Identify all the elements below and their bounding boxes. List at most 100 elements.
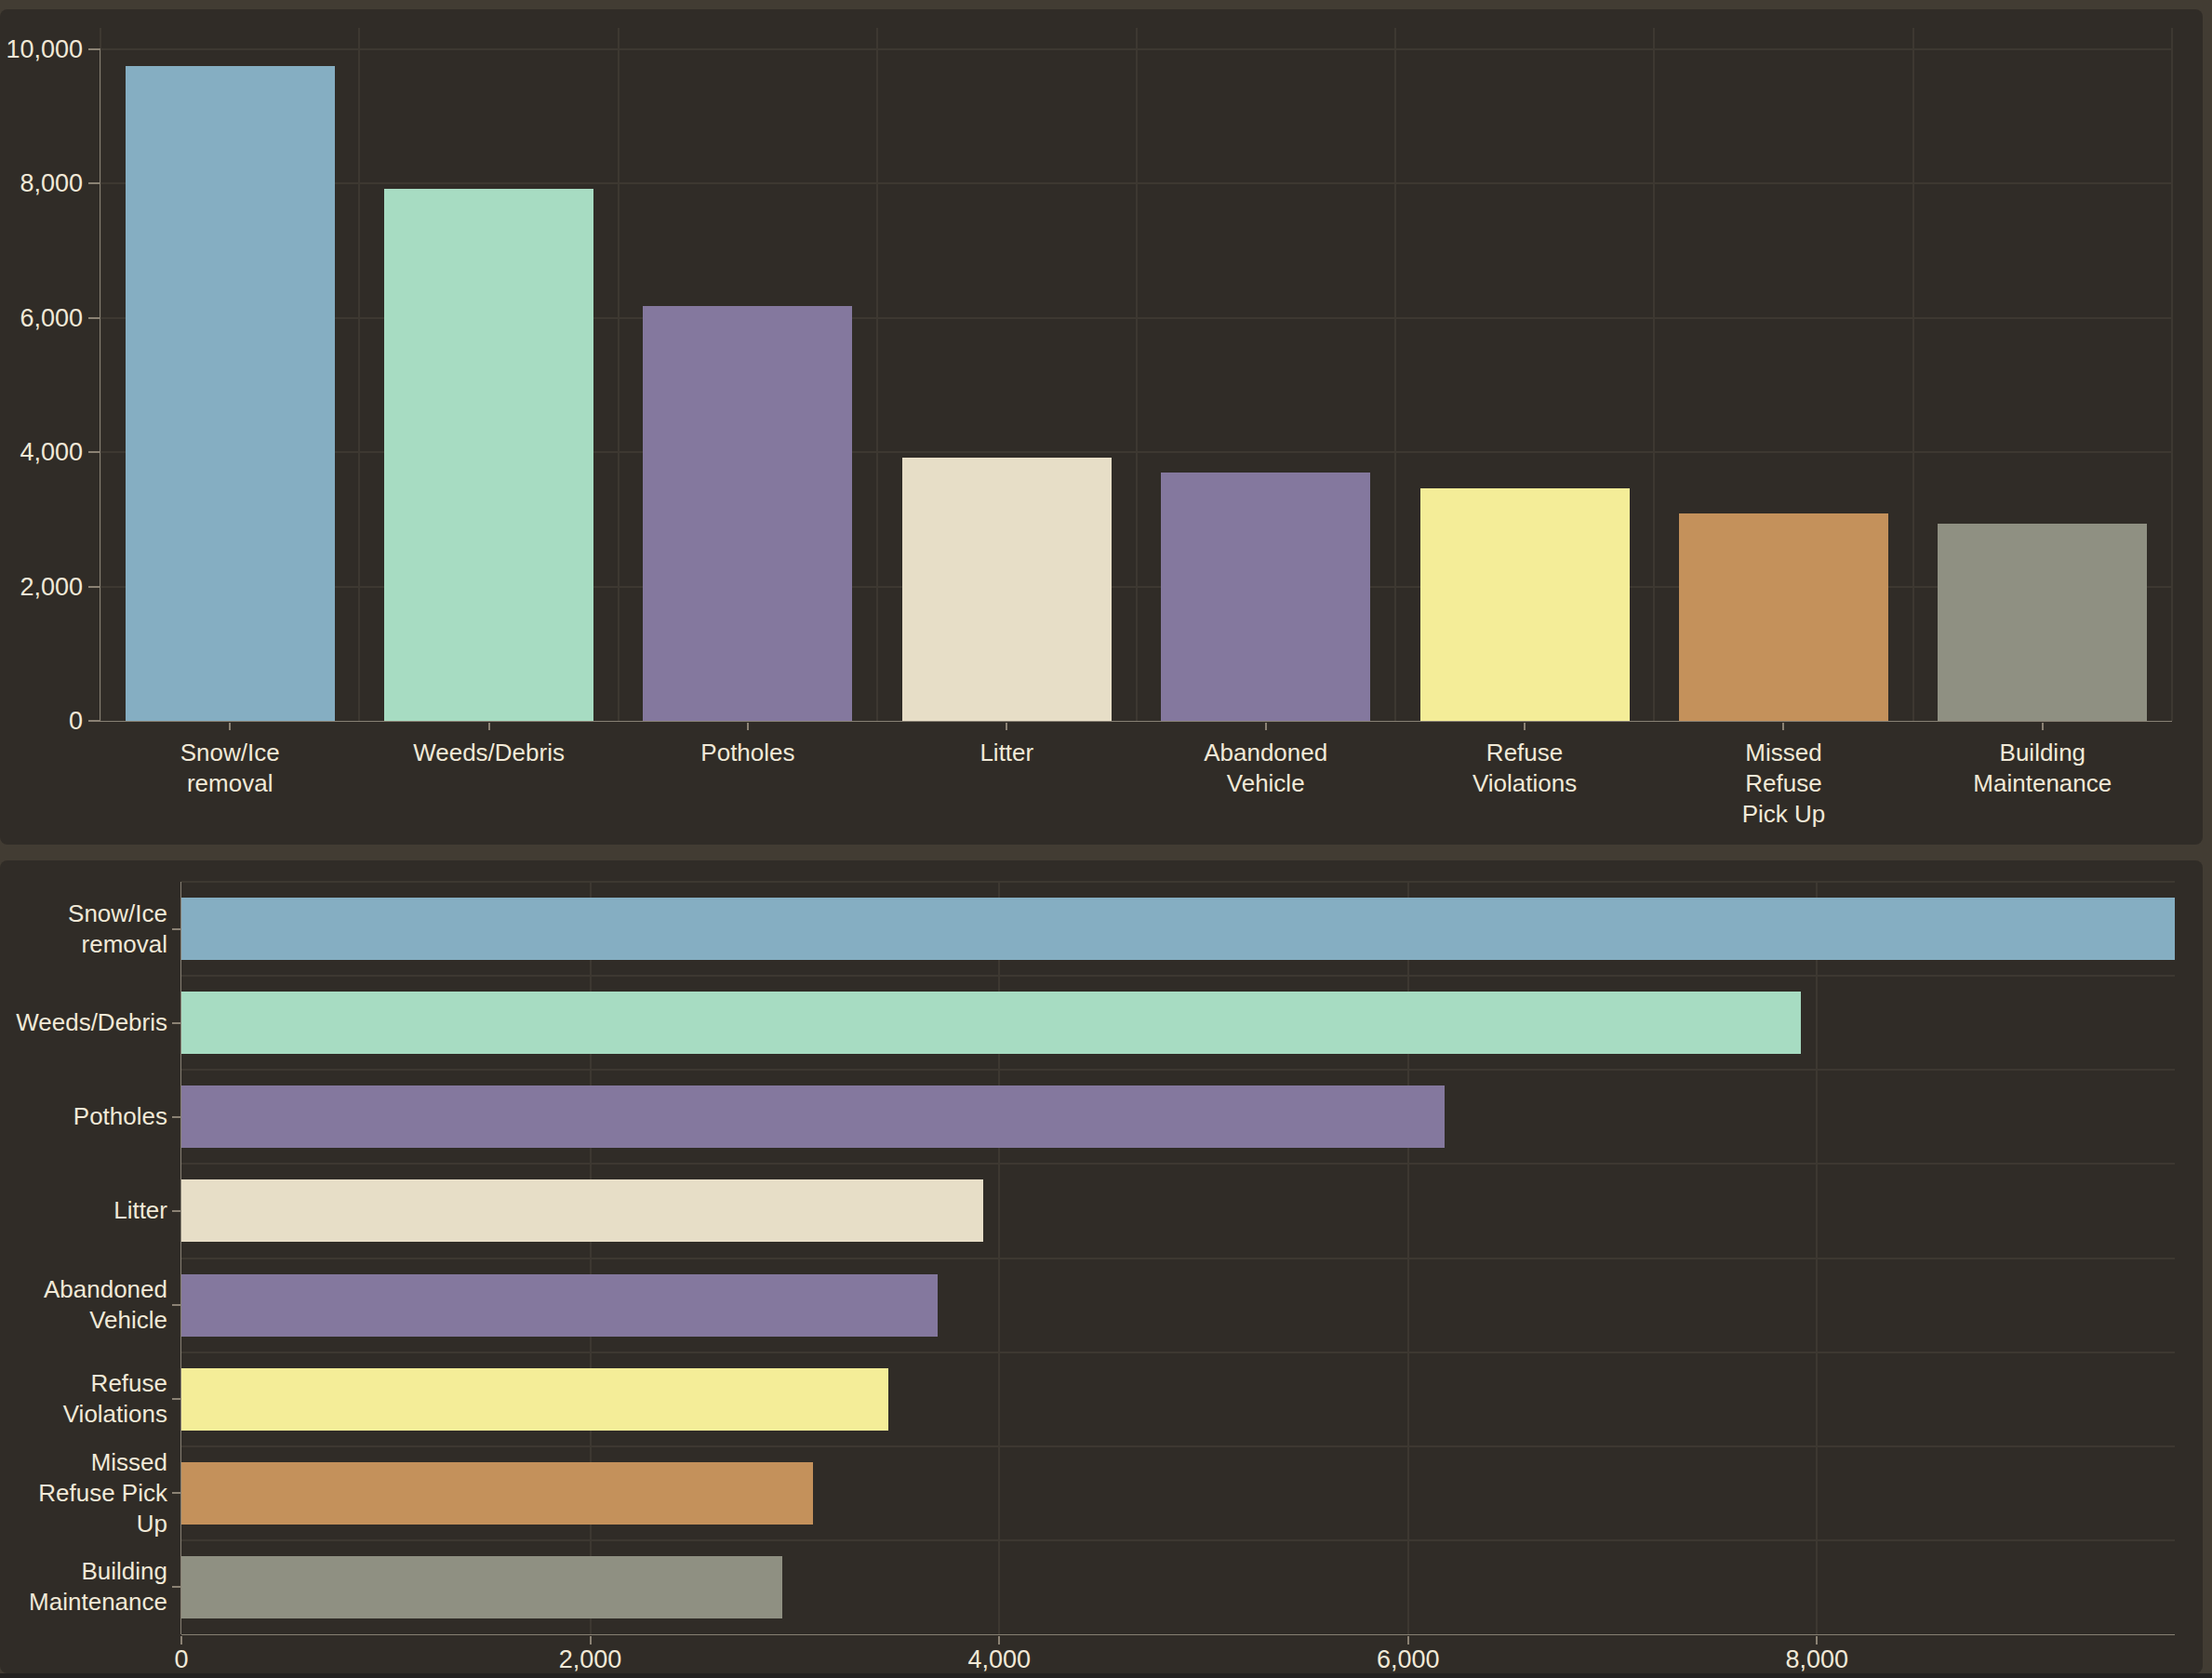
row-bar-6[interactable] [181,1368,888,1431]
row-boundary-gridline [181,1539,2175,1541]
category-label: BuildingMaintenance [1922,738,2164,799]
x-tick-label: 6,000 [1315,1646,1501,1672]
row-boundary-gridline [181,1352,2175,1353]
x-axis-tick [1816,1636,1818,1645]
y-tick-label: 6,000 [0,303,83,333]
category-label-line: Refuse [1404,738,1646,768]
category-label-line: Missed [1662,738,1904,768]
column-boundary-gridline [358,28,360,721]
category-label: Litter [0,1195,167,1226]
category-label-line: Violations [1404,768,1646,799]
column-boundary-gridline [1653,28,1655,721]
category-label-line: Refuse Pick [0,1478,167,1509]
category-label-line: Litter [886,738,1127,768]
x-baseline [100,721,2172,722]
category-label-line: Abandoned [0,1274,167,1305]
column-bar-8[interactable] [1938,524,2147,721]
column-bar-7[interactable] [1679,513,1888,721]
x-axis-tick [229,723,231,730]
category-label: RefuseViolations [1404,738,1646,799]
category-label-line: Missed [0,1447,167,1478]
column-bar-1[interactable] [126,66,335,721]
category-label: BuildingMaintenance [0,1556,167,1618]
category-label-line: removal [109,768,351,799]
category-label: Potholes [0,1101,167,1132]
y-tick-label: 0 [0,706,83,736]
y-axis-tick [172,928,180,930]
row-bar-8[interactable] [181,1556,782,1618]
category-label-line: Maintenance [1922,768,2164,799]
column-boundary-gridline [2171,28,2173,721]
category-label-line: Violations [0,1399,167,1430]
category-label-line: removal [0,929,167,960]
column-bar-6[interactable] [1420,488,1630,721]
column-bar-4[interactable] [902,458,1112,721]
category-label-line: Abandoned [1145,738,1387,768]
x-axis-tick [1782,723,1784,730]
category-label: Weeds/Debris [368,738,610,768]
category-label: RefuseViolations [0,1368,167,1430]
category-label: Litter [886,738,1127,768]
y-axis-tick [172,1210,180,1212]
row-bar-4[interactable] [181,1179,983,1242]
x-tick-label: 0 [88,1646,274,1672]
category-label: MissedRefusePick Up [1662,738,1904,830]
x-axis-tick [1407,1636,1409,1645]
window-bottom-edge [0,1673,2212,1678]
column-bar-5[interactable] [1161,473,1370,721]
column-boundary-gridline [1912,28,1914,721]
x-axis-tick [488,723,490,730]
category-label-line: Vehicle [1145,768,1387,799]
y-tick-label: 4,000 [0,437,83,467]
row-bar-1[interactable] [181,898,2175,960]
y-axis-tick [172,1304,180,1306]
category-label: Snow/Iceremoval [0,899,167,960]
column-chart-panel: 02,0004,0006,0008,00010,000Snow/Iceremov… [0,9,2203,845]
x-axis-line [181,1634,2175,1635]
y-axis-tick [172,1116,180,1118]
category-label-line: Snow/Ice [109,738,351,768]
category-label-line: Building [0,1556,167,1587]
x-axis-tick [1265,723,1267,730]
category-label-line: Snow/Ice [0,899,167,929]
x-tick-label: 2,000 [498,1646,684,1672]
column-bar-3[interactable] [643,306,852,721]
category-label-line: Maintenance [0,1587,167,1618]
x-axis-tick [180,1636,182,1645]
y-tick-label: 10,000 [0,34,83,64]
y-gridline [100,48,2172,50]
x-tick-label: 4,000 [906,1646,1092,1672]
category-label: Weeds/Debris [0,1007,167,1038]
column-boundary-gridline [618,28,620,721]
row-boundary-gridline [181,1069,2175,1071]
row-boundary-gridline [181,881,2175,883]
column-boundary-gridline [1394,28,1396,721]
row-boundary-gridline [181,1445,2175,1447]
x-axis-tick [2042,723,2044,730]
y-tick-label: 2,000 [0,572,83,602]
row-bar-3[interactable] [181,1085,1445,1148]
category-label: Potholes [627,738,869,768]
column-bar-2[interactable] [384,189,593,721]
x-axis-tick [590,1636,592,1645]
y-gridline [100,182,2172,184]
y-axis-tick [172,1022,180,1024]
category-label-line: Weeds/Debris [0,1007,167,1038]
category-label-line: Potholes [627,738,869,768]
y-axis-tick [172,1586,180,1588]
category-label: Snow/Iceremoval [109,738,351,799]
x-axis-tick [747,723,749,730]
row-bar-2[interactable] [181,992,1801,1054]
y-axis-tick [172,1398,180,1400]
category-label-line: Vehicle [0,1305,167,1336]
dashboard: { "theme": { "page_background": "#423c33… [0,0,2212,1678]
category-label-line: Refuse [1662,768,1904,799]
category-label-line: Pick Up [1662,799,1904,830]
row-bar-5[interactable] [181,1274,938,1337]
category-label-line: Building [1922,738,2164,768]
category-label-line: Up [0,1509,167,1539]
y-axis-line [180,882,181,1634]
row-bar-7[interactable] [181,1462,813,1525]
x-tick-label: 8,000 [1724,1646,1910,1672]
x-axis-tick [1524,723,1526,730]
